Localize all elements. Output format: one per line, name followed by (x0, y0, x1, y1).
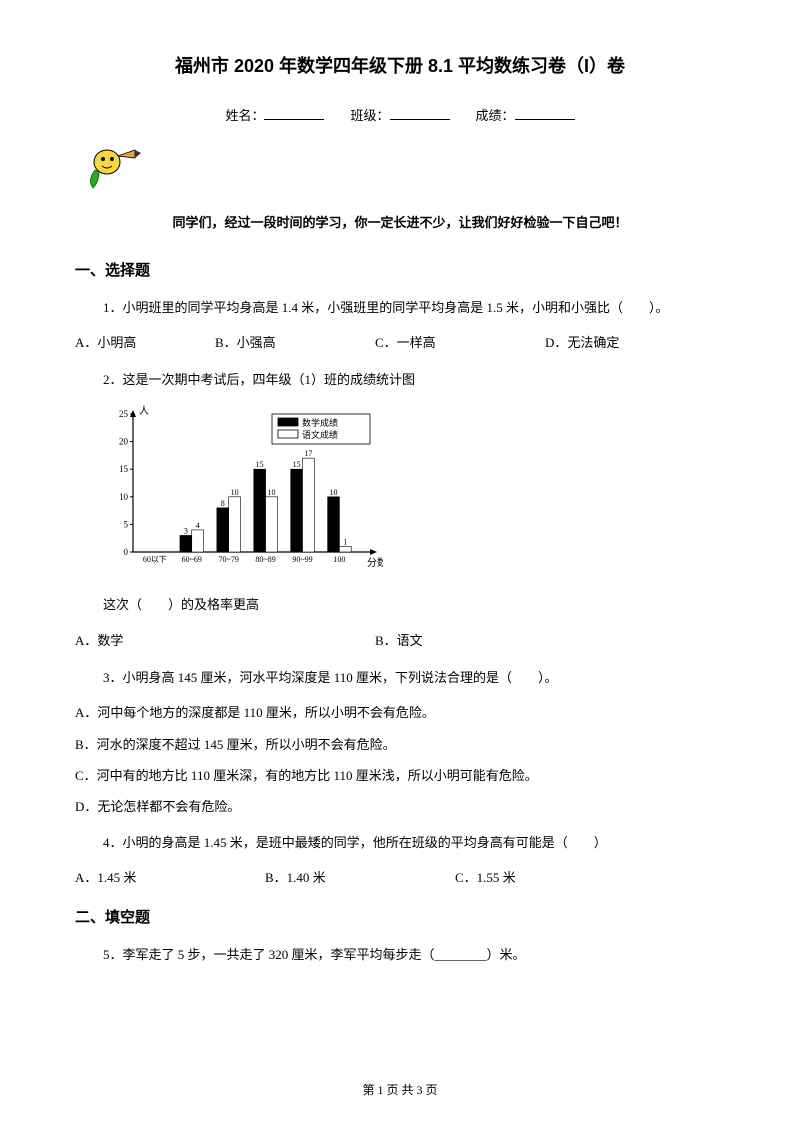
svg-text:10: 10 (119, 492, 129, 502)
svg-text:25: 25 (119, 409, 129, 419)
svg-text:人: 人 (139, 405, 149, 417)
q1-text: 1．小明班里的同学平均身高是 1.4 米，小强班里的同学平均身高是 1.5 米，… (103, 296, 725, 319)
q4-opt-b[interactable]: B．1.40 米 (265, 866, 455, 889)
score-label: 成绩： (476, 108, 515, 123)
q1-opt-b[interactable]: B．小强高 (215, 331, 375, 354)
section-1-heading: 一、选择题 (75, 257, 725, 284)
svg-text:70~79: 70~79 (218, 555, 238, 564)
svg-text:60以下: 60以下 (143, 555, 167, 564)
q1-opt-c[interactable]: C．一样高 (375, 331, 545, 354)
q4-text: 4．小明的身高是 1.45 米，是班中最矮的同学，他所在班级的平均身高有可能是（… (103, 831, 725, 854)
svg-text:10: 10 (267, 488, 275, 497)
name-label: 姓名： (225, 108, 264, 123)
q2-chart: 0 5 10 15 20 25 人分数 数学成绩语文成绩 60以下 34 60~69 8 10 70~79… (103, 404, 725, 581)
q2-options: A．数学 B．语文 (75, 629, 725, 652)
svg-text:15: 15 (293, 460, 301, 469)
q1-opt-a[interactable]: A．小明高 (75, 331, 215, 354)
info-row: 姓名： 班级： 成绩： (75, 104, 725, 127)
q1-opt-d[interactable]: D．无法确定 (545, 331, 619, 354)
pencil-icon (85, 142, 725, 199)
svg-text:80~89: 80~89 (255, 555, 275, 564)
class-blank[interactable] (390, 106, 450, 120)
encourage-text: 同学们，经过一段时间的学习，你一定长进不少，让我们好好检验一下自己吧！ (75, 211, 725, 234)
page-footer: 第 1 页 共 3 页 (0, 1080, 800, 1102)
svg-text:4: 4 (196, 521, 200, 530)
svg-text:语文成绩: 语文成绩 (302, 429, 338, 440)
q4-opt-a[interactable]: A．1.45 米 (75, 866, 265, 889)
class-label: 班级： (350, 108, 389, 123)
svg-text:10: 10 (231, 488, 239, 497)
page-title: 福州市 2020 年数学四年级下册 8.1 平均数练习卷（I）卷 (75, 50, 725, 82)
svg-text:0: 0 (124, 547, 129, 557)
q1-options: A．小明高 B．小强高 C．一样高 D．无法确定 (75, 331, 725, 354)
q4-opt-c[interactable]: C．1.55 米 (455, 866, 645, 889)
q4-options: A．1.45 米 B．1.40 米 C．1.55 米 (75, 866, 725, 889)
svg-text:8: 8 (221, 499, 225, 508)
svg-text:20: 20 (119, 436, 129, 446)
q3-text: 3．小明身高 145 厘米，河水平均深度是 110 厘米，下列说法合理的是（ ）… (103, 666, 725, 689)
svg-text:3: 3 (184, 526, 188, 535)
name-blank[interactable] (264, 106, 324, 120)
q2-opt-a[interactable]: A．数学 (75, 629, 375, 652)
q3-opt-c[interactable]: C．河中有的地方比 110 厘米深，有的地方比 110 厘米浅，所以小明可能有危… (75, 764, 725, 787)
svg-text:17: 17 (304, 449, 312, 458)
q3-opt-b[interactable]: B．河水的深度不超过 145 厘米，所以小明不会有危险。 (75, 733, 725, 756)
q2-opt-b[interactable]: B．语文 (375, 629, 423, 652)
svg-text:1: 1 (343, 537, 347, 546)
q2-follow: 这次（ ）的及格率更高 (103, 593, 725, 616)
q2-text: 2．这是一次期中考试后，四年级（1）班的成绩统计图 (103, 368, 725, 391)
svg-text:60~69: 60~69 (182, 555, 202, 564)
svg-text:5: 5 (124, 519, 129, 529)
svg-text:100: 100 (333, 555, 345, 564)
svg-text:15: 15 (119, 464, 129, 474)
svg-text:90~99: 90~99 (292, 555, 312, 564)
section-2-heading: 二、填空题 (75, 904, 725, 931)
svg-text:分数: 分数 (367, 556, 383, 569)
q3-opt-d[interactable]: D．无论怎样都不会有危险。 (75, 795, 725, 818)
score-blank[interactable] (515, 106, 575, 120)
svg-text:15: 15 (256, 460, 264, 469)
q3-opt-a[interactable]: A．河中每个地方的深度都是 110 厘米，所以小明不会有危险。 (75, 701, 725, 724)
svg-text:10: 10 (330, 488, 338, 497)
q5-text: 5．李军走了 5 步，一共走了 320 厘米，李军平均每步走（________）… (103, 943, 725, 966)
svg-text:数学成绩: 数学成绩 (302, 417, 338, 428)
